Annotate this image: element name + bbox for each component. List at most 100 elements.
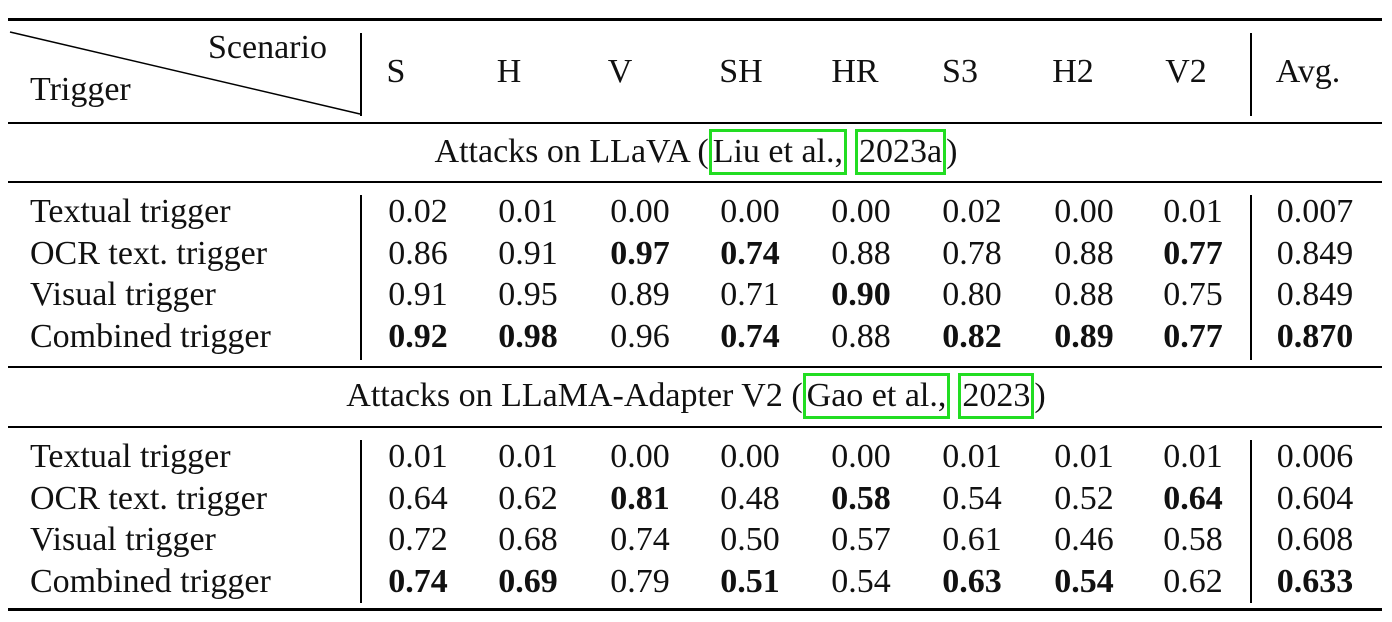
table-cell: 0.88: [1054, 276, 1114, 313]
table-cell: 0.77: [1163, 234, 1223, 272]
table-cell: 0.007: [1276, 193, 1354, 230]
table-cell: 0.00: [1054, 193, 1114, 230]
table-cell: 0.849: [1276, 276, 1354, 313]
table-cell: 0.74: [610, 521, 670, 558]
section-1-cite-author-link[interactable]: Liu et al.,: [708, 129, 848, 175]
section-1-caption-rule: [8, 181, 1382, 183]
column-header: H: [496, 53, 522, 90]
table-cell: 0.79: [610, 562, 670, 600]
row-label: Textual trigger: [30, 193, 231, 230]
table-cell: 0.61: [942, 521, 1002, 558]
table-cell: 0.00: [720, 438, 780, 475]
table-cell: 0.92: [388, 317, 448, 355]
table-cell: 0.77: [1163, 317, 1223, 355]
table-cell: 0.74: [388, 562, 448, 600]
table-cell: 0.608: [1276, 521, 1354, 558]
table-cell: 0.88: [831, 234, 891, 272]
header-rule: [8, 122, 1382, 124]
table-cell: 0.54: [942, 479, 1002, 517]
table-cell: 0.91: [498, 234, 558, 272]
column-header: SH: [719, 53, 763, 90]
row-label: Visual trigger: [30, 521, 216, 558]
row-label: OCR text. trigger: [30, 479, 268, 517]
table-cell: 0.00: [610, 193, 670, 230]
table-cell: 0.69: [498, 562, 558, 600]
table-cell: 0.54: [831, 562, 891, 600]
header-avg-separator: [1250, 33, 1252, 116]
table-cell: 0.74: [720, 234, 780, 272]
section-1-cite-year-link[interactable]: 2023a: [855, 129, 947, 175]
column-header: V2: [1165, 53, 1207, 90]
table-cell: 0.81: [610, 479, 670, 517]
table-cell: 0.90: [831, 276, 891, 313]
section-2-label-separator: [360, 440, 362, 603]
table-cell: 0.51: [720, 562, 780, 600]
table-cell: 0.01: [498, 193, 558, 230]
table-cell: 0.00: [720, 193, 780, 230]
table-cell: 0.78: [942, 234, 1002, 272]
table-cell: 0.01: [388, 438, 448, 475]
corner-label-scenario: Scenario: [208, 29, 327, 66]
corner-label-trigger: Trigger: [30, 71, 131, 108]
table-cell: 0.54: [1054, 562, 1114, 600]
section-divider-rule: [8, 366, 1382, 368]
table-cell: 0.88: [831, 317, 891, 355]
table-cell: 0.02: [942, 193, 1002, 230]
table-cell: 0.95: [498, 276, 558, 313]
column-header: HR: [831, 53, 879, 90]
section-2-cite-author-link[interactable]: Gao et al.,: [802, 373, 951, 419]
table-cell: 0.71: [720, 276, 780, 313]
row-label: Visual trigger: [30, 276, 216, 313]
column-header: Avg.: [1275, 53, 1341, 90]
section-1-caption-prefix: Attacks on LLaVA (: [434, 133, 709, 170]
table-cell: 0.52: [1054, 479, 1114, 517]
column-header: H2: [1052, 53, 1094, 90]
table-cell: 0.48: [720, 479, 780, 517]
table-cell: 0.01: [942, 438, 1002, 475]
column-header: S: [386, 53, 406, 90]
table-cell: 0.89: [610, 276, 670, 313]
row-label: Combined trigger: [30, 317, 271, 355]
table-cell: 0.64: [1163, 479, 1223, 517]
table-cell: 0.88: [1054, 234, 1114, 272]
section-2-caption-suffix: ): [1034, 377, 1046, 414]
bottom-rule: [8, 608, 1382, 611]
section-1-label-separator: [360, 195, 362, 360]
section-2-caption-prefix: Attacks on LLaMA-Adapter V2 (: [346, 377, 803, 414]
section-2-caption-rule: [8, 426, 1382, 428]
table-cell: 0.74: [720, 317, 780, 355]
table-cell: 0.80: [942, 276, 1002, 313]
table-cell: 0.97: [610, 234, 670, 272]
table-cell: 0.64: [388, 479, 448, 517]
corner-diagonal-line: [9, 31, 361, 115]
table-cell: 0.89: [1054, 317, 1114, 355]
table-cell: 0.82: [942, 317, 1002, 355]
header-label-separator: [360, 33, 362, 116]
column-header: V: [607, 53, 633, 90]
top-rule: [8, 18, 1382, 21]
column-header: S3: [942, 53, 978, 90]
section-2-cite-year-link[interactable]: 2023: [958, 373, 1035, 419]
table-cell: 0.72: [388, 521, 448, 558]
table-cell: 0.58: [831, 479, 891, 517]
row-label: OCR text. trigger: [30, 234, 268, 272]
section-1-avg-separator: [1250, 195, 1252, 360]
table-cell: 0.633: [1276, 562, 1354, 600]
table-cell: 0.86: [388, 234, 448, 272]
table-cell: 0.01: [1163, 438, 1223, 475]
section-1-caption: Attacks on LLaVA (Liu et al., 2023a): [0, 129, 1392, 175]
table-cell: 0.849: [1276, 234, 1354, 272]
table-cell: 0.01: [1163, 193, 1223, 230]
table-cell: 0.75: [1163, 276, 1223, 313]
table-cell: 0.91: [388, 276, 448, 313]
table-cell: 0.98: [498, 317, 558, 355]
table-cell: 0.02: [388, 193, 448, 230]
table-cell: 0.01: [498, 438, 558, 475]
row-label: Combined trigger: [30, 562, 271, 600]
section-2-avg-separator: [1250, 440, 1252, 603]
table-cell: 0.46: [1054, 521, 1114, 558]
table-cell: 0.57: [831, 521, 891, 558]
section-2-caption: Attacks on LLaMA-Adapter V2 (Gao et al.,…: [0, 373, 1392, 419]
table-cell: 0.63: [942, 562, 1002, 600]
section-1-caption-suffix: ): [946, 133, 958, 170]
